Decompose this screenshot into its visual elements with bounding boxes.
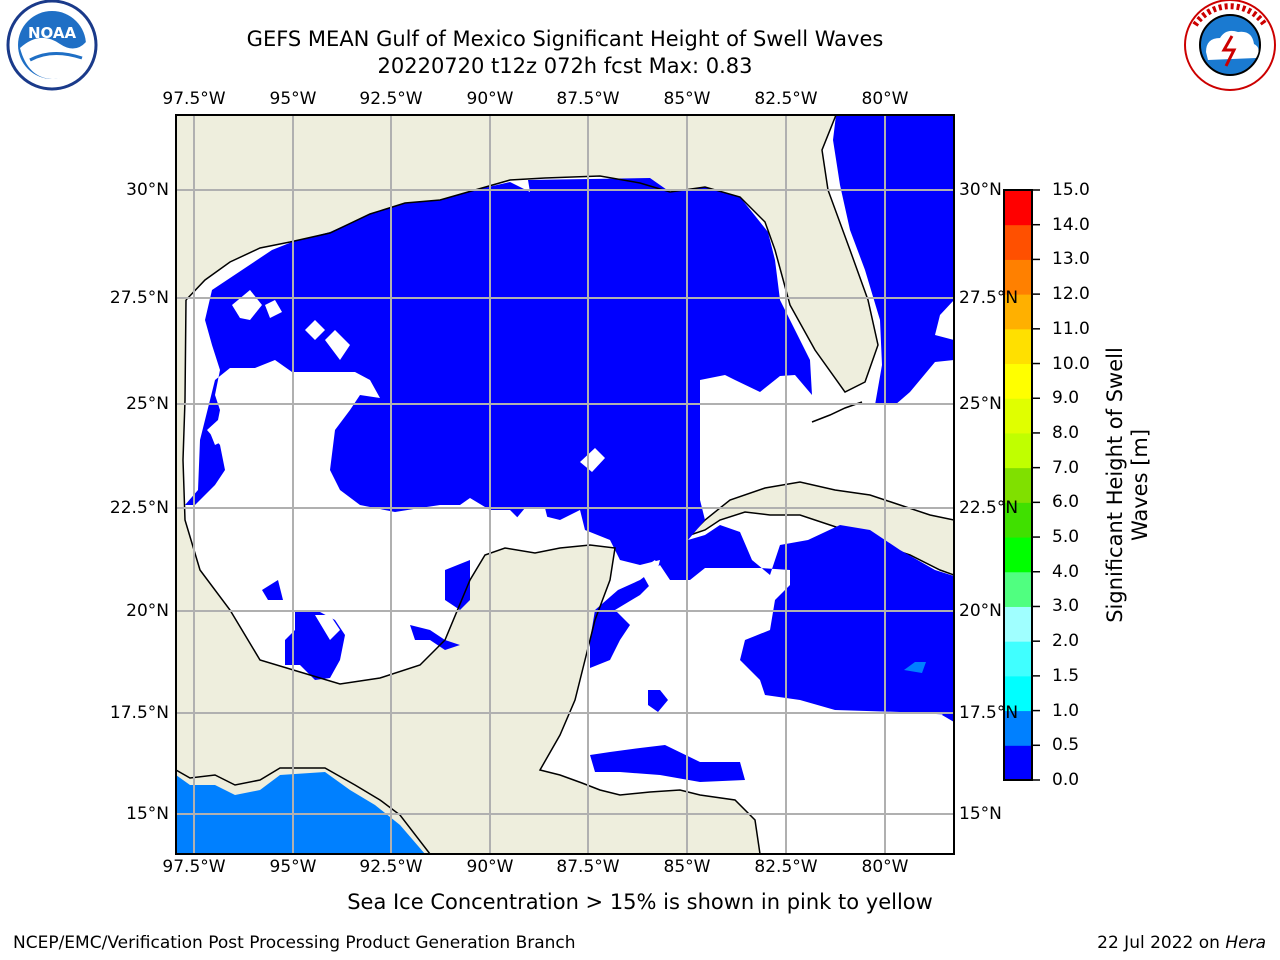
lon-label-bottom: 87.5°W	[556, 857, 620, 877]
colorbar-tick-label: 8.0	[1052, 422, 1080, 443]
footer-credit: NCEP/EMC/Verification Post Processing Pr…	[13, 933, 576, 953]
colorbar-tick-label: 11.0	[1052, 318, 1090, 339]
lon-label-bottom: 85°W	[663, 857, 711, 877]
colorbar-swatch	[1004, 502, 1032, 538]
colorbar-swatch	[1004, 571, 1032, 607]
colorbar-frame	[1003, 189, 1033, 781]
noaa-logo-text: NOAA	[28, 24, 77, 42]
colorbar-title-line1: Significant Height of Swell	[1103, 347, 1127, 623]
colorbar-swatch	[1004, 710, 1032, 746]
lat-label-right: 15°N	[959, 804, 1002, 824]
colorbar-swatch	[1004, 537, 1032, 573]
colorbar-swatch	[1004, 190, 1032, 226]
swell-0-0p5-region	[185, 115, 954, 782]
lat-label-left: 15°N	[126, 804, 169, 824]
lon-label-top: 82.5°W	[754, 89, 818, 109]
noaa-logo: NOAA	[6, 0, 98, 91]
colorbar-swatch	[1004, 467, 1032, 503]
footer-host: Hera	[1225, 933, 1266, 953]
colorbar-swatch	[1004, 641, 1032, 677]
lat-label-right: 17.5°N	[959, 703, 1019, 723]
lon-label-top: 87.5°W	[556, 89, 620, 109]
lon-label-bottom: 95°W	[269, 857, 317, 877]
colorbar-tick-label: 6.0	[1052, 492, 1080, 513]
colorbar-title-line2: Waves [m]	[1128, 428, 1152, 542]
lon-label-top: 90°W	[466, 89, 514, 109]
lon-label-top: 97.5°W	[162, 89, 226, 109]
colorbar-swatch	[1004, 328, 1032, 365]
colorbar-swatch	[1004, 432, 1032, 469]
colorbar-tick-label: 3.0	[1052, 596, 1080, 617]
coastlines	[176, 115, 879, 854]
colorbar-tick-label: 15.0	[1052, 180, 1090, 200]
footer-date: 22 Jul 2022 on Hera	[1097, 933, 1266, 953]
colorbar-tick-label: 4.0	[1052, 561, 1080, 582]
colorbar-title: Significant Height of Swell Waves [m]	[1103, 347, 1153, 623]
colorbar-swatch	[1004, 398, 1032, 434]
lat-label-right: 30°N	[959, 180, 1002, 200]
lat-label-left: 25°N	[126, 394, 169, 414]
cuba-landmass	[689, 481, 954, 576]
colorbar-tick-label: 2.0	[1052, 631, 1080, 652]
colorbar-swatch	[1004, 745, 1032, 781]
swell-0p5-1p0-spot	[904, 662, 926, 673]
colorbar-swatch	[1004, 224, 1032, 260]
lon-label-bottom: 82.5°W	[754, 857, 818, 877]
chart-title: GEFS MEAN Gulf of Mexico Significant Hei…	[246, 27, 884, 51]
colorbar-tick-label: 13.0	[1052, 249, 1090, 270]
lat-label-left: 30°N	[126, 180, 169, 200]
lon-label-top: 92.5°W	[359, 89, 423, 109]
colorbar-swatch	[1004, 363, 1032, 399]
chart-subtitle: 20220720 t12z 072h fcst Max: 0.83	[377, 54, 753, 78]
colorbar	[1003, 189, 1040, 781]
colorbar-tick-label: 1.0	[1052, 700, 1080, 721]
colorbar-tick-label: 12.0	[1052, 284, 1090, 305]
map-frame	[175, 114, 955, 855]
lat-label-left: 20°N	[126, 601, 169, 621]
lat-label-right: 25°N	[959, 394, 1002, 414]
colorbar-tick-label: 14.0	[1052, 214, 1090, 235]
lon-label-bottom: 90°W	[466, 857, 514, 877]
lat-label-right: 20°N	[959, 601, 1002, 621]
lat-label-right: 27.5°N	[959, 288, 1019, 308]
lon-label-bottom: 97.5°W	[162, 857, 226, 877]
colorbar-tick-label: 0.0	[1052, 770, 1080, 790]
lat-label-left: 27.5°N	[109, 288, 169, 308]
sea-ice-caption: Sea Ice Concentration > 15% is shown in …	[347, 890, 933, 914]
gridlines	[176, 115, 954, 854]
lon-label-top: 85°W	[663, 89, 711, 109]
colorbar-tick-label: 5.0	[1052, 527, 1080, 548]
lon-label-bottom: 80°W	[861, 857, 909, 877]
lat-label-left: 17.5°N	[109, 703, 169, 723]
colorbar-tick-label: 9.0	[1052, 388, 1080, 409]
colorbar-tick-label: 7.0	[1052, 457, 1080, 478]
colorbar-swatch	[1004, 606, 1032, 642]
colorbar-swatch	[1004, 294, 1032, 330]
nws-logo	[1184, 0, 1276, 91]
colorbar-swatch	[1004, 259, 1032, 295]
colorbar-tick-label: 0.5	[1052, 735, 1080, 756]
lon-label-top: 95°W	[269, 89, 317, 109]
colorbar-swatch	[1004, 675, 1032, 712]
colorbar-tick-label: 1.5	[1052, 665, 1080, 686]
lon-label-top: 80°W	[861, 89, 909, 109]
colorbar-tick-label: 10.0	[1052, 353, 1090, 374]
lon-label-bottom: 92.5°W	[359, 857, 423, 877]
footer-date-text: 22 Jul 2022 on	[1097, 933, 1226, 953]
lat-label-right: 22.5°N	[959, 498, 1019, 518]
lat-label-left: 22.5°N	[109, 498, 169, 518]
